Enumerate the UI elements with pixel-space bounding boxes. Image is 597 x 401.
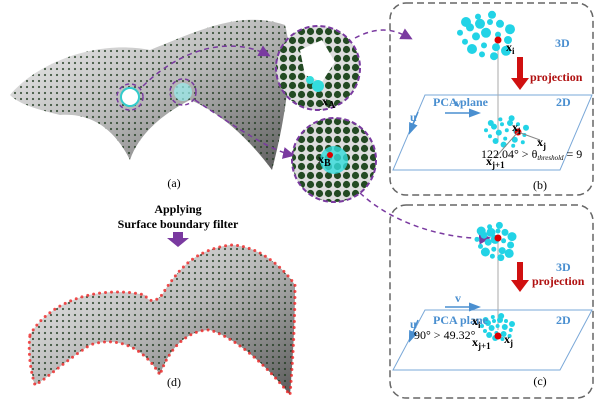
panel-label: (a) bbox=[167, 176, 180, 190]
point bbox=[481, 248, 490, 257]
panel-label: (c) bbox=[533, 374, 546, 388]
space-label: 2D bbox=[556, 95, 571, 109]
panel-label: (b) bbox=[533, 178, 547, 192]
angle-text: 122.04° > θ bbox=[481, 147, 538, 161]
point bbox=[484, 128, 488, 132]
point bbox=[489, 325, 495, 331]
angle-text: = 9 bbox=[564, 147, 583, 161]
point bbox=[505, 24, 515, 34]
point-label: xj bbox=[504, 332, 513, 348]
label-sub: B bbox=[324, 158, 331, 169]
point bbox=[487, 19, 493, 25]
point bbox=[500, 122, 504, 126]
surface-d bbox=[29, 245, 295, 395]
point bbox=[481, 42, 487, 48]
point bbox=[457, 30, 463, 36]
point bbox=[509, 321, 515, 327]
space-label: 2D bbox=[556, 313, 571, 327]
figure: (a) xA xB Applying Surface boundary filt… bbox=[0, 0, 597, 401]
point bbox=[490, 52, 498, 60]
point-label: xi bbox=[506, 40, 515, 56]
point bbox=[505, 128, 509, 132]
point bbox=[502, 229, 509, 236]
point bbox=[462, 39, 468, 45]
point bbox=[497, 317, 503, 323]
point bbox=[490, 254, 495, 259]
point bbox=[486, 332, 492, 338]
point bbox=[467, 44, 477, 54]
angle-label: 122.04° > θthreshold = 9 bbox=[481, 147, 582, 162]
point bbox=[496, 130, 502, 136]
point bbox=[493, 138, 499, 144]
point bbox=[483, 329, 487, 333]
point bbox=[472, 32, 480, 40]
point bbox=[502, 324, 508, 330]
panel-c bbox=[390, 205, 593, 398]
label-sub: j+1 bbox=[477, 341, 491, 351]
point bbox=[479, 51, 485, 57]
filter-text: Surface boundary filter bbox=[118, 217, 239, 231]
point bbox=[485, 239, 492, 246]
space-label: 3D bbox=[555, 36, 570, 50]
point bbox=[507, 242, 514, 249]
projection-label: projection bbox=[530, 70, 583, 84]
point bbox=[491, 124, 497, 130]
filter-text: Applying bbox=[154, 202, 201, 216]
point bbox=[475, 19, 485, 29]
point bbox=[504, 319, 508, 323]
projection-label: projection bbox=[532, 274, 585, 288]
point bbox=[492, 319, 496, 323]
point-label: xj bbox=[537, 135, 546, 151]
point bbox=[496, 20, 504, 28]
axis-label: u bbox=[410, 110, 417, 124]
point bbox=[508, 232, 517, 241]
point bbox=[505, 249, 514, 258]
label-sub: j+1 bbox=[491, 160, 505, 170]
point bbox=[503, 137, 507, 141]
filter-arrow bbox=[167, 232, 189, 247]
point bbox=[488, 134, 492, 138]
space-label: 3D bbox=[556, 260, 571, 274]
point bbox=[497, 254, 504, 261]
point bbox=[523, 125, 529, 131]
point bbox=[488, 11, 496, 19]
point bbox=[498, 117, 502, 121]
point bbox=[499, 247, 506, 254]
angle-sub: threshold bbox=[537, 154, 564, 162]
point bbox=[492, 43, 500, 51]
point bbox=[481, 28, 491, 38]
point bbox=[487, 228, 496, 237]
point bbox=[521, 140, 525, 144]
point bbox=[466, 23, 474, 31]
axis-label: v bbox=[455, 291, 461, 305]
label-sub: j bbox=[542, 141, 546, 151]
label-sub: A bbox=[328, 100, 336, 111]
point bbox=[496, 229, 501, 234]
point bbox=[496, 324, 500, 328]
point-label: xi bbox=[512, 120, 521, 136]
panel-label: (d) bbox=[167, 375, 181, 389]
point bbox=[478, 244, 483, 249]
plane-label: PCA plane bbox=[433, 95, 489, 109]
label-sub: i bbox=[512, 46, 515, 56]
point bbox=[475, 14, 481, 20]
point bbox=[481, 232, 488, 239]
angle-label: 90° > 49.32° bbox=[414, 328, 476, 342]
label-sub: j bbox=[509, 338, 513, 348]
point bbox=[475, 237, 480, 242]
point bbox=[496, 222, 503, 229]
point bbox=[491, 247, 496, 252]
point bbox=[491, 315, 495, 319]
point bbox=[501, 238, 506, 243]
surface-a bbox=[10, 20, 289, 170]
